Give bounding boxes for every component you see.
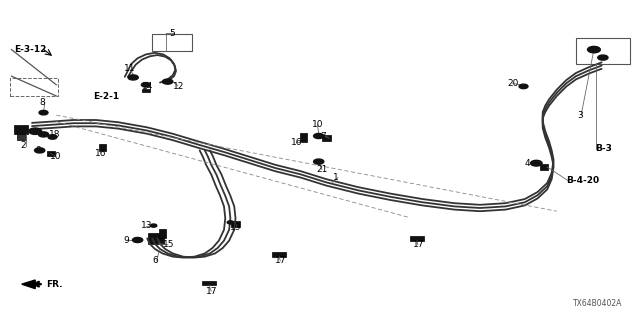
Text: 4: 4 xyxy=(525,159,531,168)
Text: 5: 5 xyxy=(170,29,175,38)
Bar xyxy=(322,135,331,141)
Text: 15: 15 xyxy=(163,240,175,249)
Bar xyxy=(152,34,192,51)
Bar xyxy=(47,151,55,156)
Text: 9: 9 xyxy=(35,146,41,155)
Circle shape xyxy=(38,132,49,137)
Text: 3: 3 xyxy=(577,111,583,120)
Text: B-3: B-3 xyxy=(595,144,612,153)
Circle shape xyxy=(314,133,324,139)
Text: 21: 21 xyxy=(317,165,328,174)
Circle shape xyxy=(128,75,138,80)
Circle shape xyxy=(48,135,57,139)
Text: E-3-12: E-3-12 xyxy=(14,45,47,54)
Text: 16: 16 xyxy=(291,138,303,147)
Text: 9: 9 xyxy=(124,236,129,245)
Text: FR.: FR. xyxy=(46,280,63,289)
Bar xyxy=(300,133,307,142)
Circle shape xyxy=(35,148,45,153)
Text: E-2-1: E-2-1 xyxy=(93,92,119,100)
Text: B-4-20: B-4-20 xyxy=(566,176,600,185)
Circle shape xyxy=(150,224,157,227)
Circle shape xyxy=(163,79,173,84)
Text: 10: 10 xyxy=(312,120,324,129)
Circle shape xyxy=(588,46,600,53)
Bar xyxy=(272,252,286,257)
Text: 1: 1 xyxy=(333,173,339,182)
Text: 16: 16 xyxy=(95,149,106,158)
Text: 13: 13 xyxy=(141,221,152,230)
Bar xyxy=(576,38,630,64)
Circle shape xyxy=(531,160,542,166)
Bar xyxy=(231,221,240,227)
Circle shape xyxy=(141,83,150,87)
Bar xyxy=(14,125,28,134)
Bar xyxy=(410,236,424,241)
Text: TX64B0402A: TX64B0402A xyxy=(573,299,622,308)
Circle shape xyxy=(519,84,528,89)
Text: 17: 17 xyxy=(275,256,287,265)
Bar xyxy=(99,144,106,151)
Text: 8: 8 xyxy=(40,98,45,107)
Circle shape xyxy=(132,237,143,243)
Text: 17: 17 xyxy=(413,240,424,249)
Text: 7: 7 xyxy=(320,132,326,140)
Polygon shape xyxy=(22,280,35,289)
Bar xyxy=(159,229,166,238)
Bar xyxy=(17,134,26,140)
Text: 20: 20 xyxy=(508,79,519,88)
Bar xyxy=(202,281,216,285)
Text: 10: 10 xyxy=(50,152,61,161)
Text: 14: 14 xyxy=(142,82,154,91)
Text: 19: 19 xyxy=(230,223,242,232)
Text: 18: 18 xyxy=(49,130,60,139)
Circle shape xyxy=(598,55,608,60)
Circle shape xyxy=(227,221,234,224)
Text: 11: 11 xyxy=(124,64,135,73)
Circle shape xyxy=(39,110,48,115)
Text: 6: 6 xyxy=(152,256,158,265)
Bar xyxy=(148,233,164,244)
Text: 12: 12 xyxy=(173,82,184,91)
Bar xyxy=(10,78,58,96)
Bar xyxy=(142,89,150,92)
Bar xyxy=(540,164,548,170)
Circle shape xyxy=(29,128,42,134)
Circle shape xyxy=(314,159,324,164)
Text: 2: 2 xyxy=(20,141,26,150)
Text: 17: 17 xyxy=(206,287,218,296)
